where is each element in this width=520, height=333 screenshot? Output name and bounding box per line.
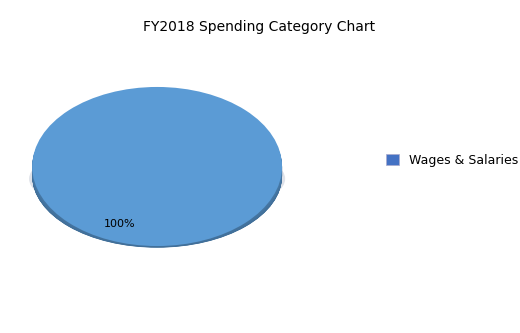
Ellipse shape: [32, 96, 282, 239]
Ellipse shape: [32, 105, 282, 247]
Ellipse shape: [32, 96, 282, 239]
Ellipse shape: [32, 87, 282, 246]
Ellipse shape: [32, 104, 282, 247]
Ellipse shape: [32, 99, 282, 242]
Ellipse shape: [32, 100, 282, 243]
Ellipse shape: [32, 101, 282, 244]
Legend: Wages & Salaries: Wages & Salaries: [386, 154, 518, 166]
Ellipse shape: [32, 102, 282, 245]
Ellipse shape: [32, 96, 282, 239]
Ellipse shape: [32, 101, 282, 243]
Ellipse shape: [32, 97, 282, 240]
Ellipse shape: [32, 103, 282, 246]
Ellipse shape: [32, 102, 282, 245]
Ellipse shape: [32, 102, 282, 245]
Ellipse shape: [32, 102, 282, 244]
Text: FY2018 Spending Category Chart: FY2018 Spending Category Chart: [143, 20, 375, 34]
Ellipse shape: [32, 103, 282, 246]
Ellipse shape: [32, 101, 282, 243]
Ellipse shape: [32, 98, 282, 241]
Ellipse shape: [32, 103, 282, 246]
Ellipse shape: [32, 103, 282, 245]
Ellipse shape: [32, 98, 282, 241]
Ellipse shape: [32, 102, 282, 244]
Ellipse shape: [32, 99, 282, 242]
Ellipse shape: [32, 99, 282, 241]
Ellipse shape: [32, 97, 282, 239]
Ellipse shape: [32, 104, 282, 247]
Ellipse shape: [32, 95, 282, 238]
Ellipse shape: [32, 104, 282, 246]
Ellipse shape: [32, 96, 282, 238]
Ellipse shape: [32, 100, 282, 242]
Ellipse shape: [32, 101, 282, 244]
Ellipse shape: [29, 140, 285, 218]
Ellipse shape: [32, 97, 282, 240]
Ellipse shape: [32, 105, 282, 248]
Ellipse shape: [32, 100, 282, 242]
Ellipse shape: [32, 104, 282, 247]
Text: 100%: 100%: [104, 219, 136, 229]
Ellipse shape: [32, 98, 282, 241]
Ellipse shape: [32, 100, 282, 243]
Ellipse shape: [32, 99, 282, 241]
Ellipse shape: [32, 95, 282, 238]
Ellipse shape: [32, 97, 282, 240]
Ellipse shape: [32, 98, 282, 240]
